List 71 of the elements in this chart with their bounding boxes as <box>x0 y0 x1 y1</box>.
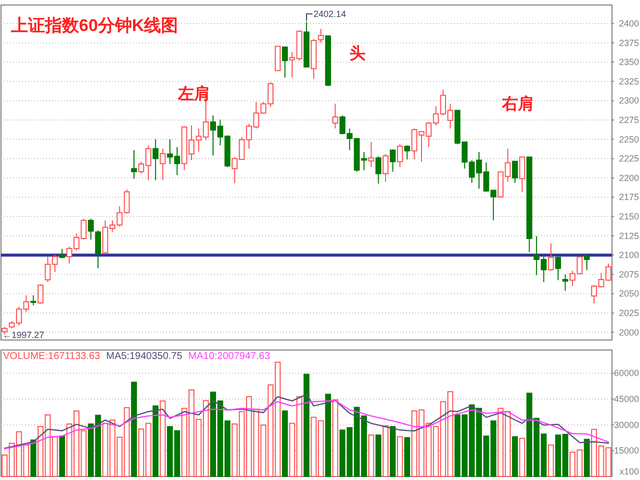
candlestick <box>562 274 568 292</box>
bar <box>584 438 590 477</box>
y-tick-label: 60000 <box>614 368 639 378</box>
bar <box>59 436 66 477</box>
bar <box>160 400 166 477</box>
annotation: 右肩 <box>501 94 534 113</box>
candlestick <box>152 138 158 181</box>
candlestick <box>382 153 389 182</box>
candlestick <box>548 243 554 272</box>
annotation: ←1997.27 <box>2 330 44 340</box>
candlestick <box>390 148 396 172</box>
y-tick-label: 2325 <box>618 76 639 86</box>
candlestick <box>318 28 324 44</box>
bar <box>404 437 410 477</box>
y-tick-label: 2075 <box>618 269 639 280</box>
y-tick-label: 2150 <box>618 212 639 222</box>
candlestick <box>282 46 288 78</box>
y-tick-label: 2400 <box>618 18 639 29</box>
bar <box>375 434 382 477</box>
text: 上证指数60分钟K线图 <box>10 16 178 35</box>
annotation: 头 <box>349 44 366 63</box>
candlestick <box>332 103 338 129</box>
bar <box>152 405 158 477</box>
bar <box>548 444 554 477</box>
y-tick-label: 2050 <box>618 288 639 299</box>
y-tick-label: 45000 <box>614 394 639 404</box>
candlestick <box>368 142 374 168</box>
annotation: 左肩 <box>177 84 210 103</box>
bar <box>519 438 526 477</box>
y-tick-label: 30000 <box>614 420 639 430</box>
candlestick <box>375 156 382 184</box>
bar <box>30 440 36 477</box>
y-tick-label: 2000 <box>618 327 639 338</box>
y-tick-label: 2250 <box>618 134 639 144</box>
bar <box>282 410 288 477</box>
candlestick <box>404 144 410 160</box>
candlestick <box>30 294 36 306</box>
bar <box>304 374 310 477</box>
y-tick-label: 2375 <box>618 38 639 48</box>
y-tick-label: 2350 <box>618 57 639 68</box>
y-tick-label: 2225 <box>618 154 639 164</box>
candlestick <box>397 144 403 168</box>
y-tick-label: 2100 <box>618 250 639 260</box>
y-tick-label: 2025 <box>618 308 639 318</box>
bar <box>512 436 518 477</box>
candlestick <box>555 256 562 281</box>
y-tick-label: 2275 <box>618 115 639 126</box>
y-tick-label: 2200 <box>618 172 639 183</box>
candlestick <box>512 160 518 184</box>
annotation: 2402.14 <box>314 8 346 19</box>
bar <box>368 434 374 477</box>
candlestick <box>95 230 101 269</box>
bar <box>325 394 332 477</box>
bar <box>382 425 389 477</box>
y-tick-label: 2125 <box>618 230 639 241</box>
bar <box>332 399 338 477</box>
y-axis-title: x100 <box>619 466 639 476</box>
candlestick <box>584 254 590 271</box>
y-tick-label: 15000 <box>614 446 639 456</box>
candlestick <box>88 218 94 240</box>
candlestick <box>160 148 166 181</box>
text: MA5:1940350.75 <box>106 351 183 362</box>
text: MA10:2007947.63 <box>188 351 270 362</box>
candlestick <box>519 156 526 192</box>
y-tick-label: 2300 <box>618 96 639 106</box>
bar <box>131 382 137 477</box>
y-tick-label: 2175 <box>618 192 639 202</box>
bar <box>397 436 403 477</box>
bar <box>390 426 396 477</box>
text: VOLUME:1671133.63 <box>3 351 101 362</box>
candlestick <box>131 150 137 180</box>
